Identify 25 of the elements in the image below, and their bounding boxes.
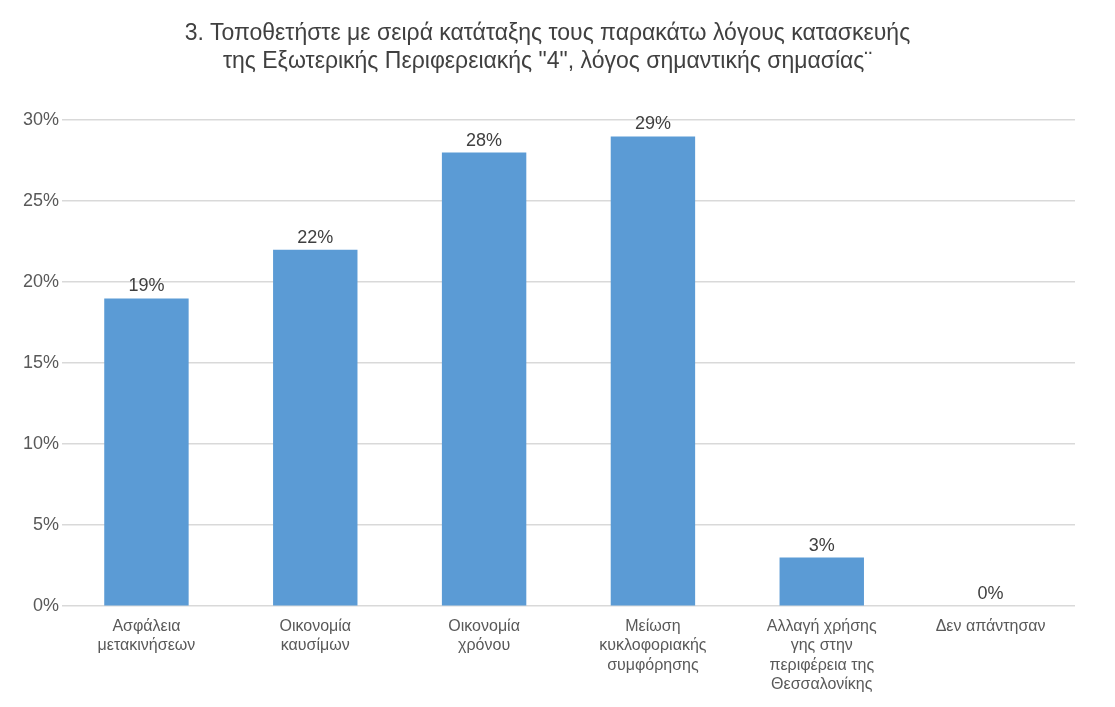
- data-label: 0%: [977, 583, 1004, 604]
- y-tick-label: 5%: [33, 514, 60, 535]
- data-label: 28%: [466, 129, 503, 150]
- y-tick-label: 30%: [23, 109, 60, 130]
- bar: [273, 249, 358, 606]
- bar: [104, 298, 189, 606]
- x-tick-label: Αλλαγή χρήσης γης στην περιφέρεια της Θεσσαλονίκης: [766, 617, 877, 692]
- data-label: 29%: [634, 113, 671, 134]
- y-tick-label: 20%: [23, 271, 60, 292]
- x-tick-label: Οικονομία καυσίμων: [279, 617, 352, 654]
- bar: [779, 557, 864, 606]
- bar: [441, 152, 527, 606]
- chart-title: 3. Τοποθετήστε με σειρά κατάταξης τους παρακάτω λόγους κατασκευής της Εξωτερικής Περιφερειακής "4", λόγος σημαντικής σημασίας¨: [184, 19, 911, 73]
- x-tick-label: Ασφάλεια μετακινήσεων: [97, 617, 196, 654]
- y-tick-label: 0%: [33, 595, 60, 616]
- x-tick-label: Δεν απάντησαν: [935, 617, 1046, 635]
- y-tick-label: 25%: [23, 190, 60, 211]
- bar: [610, 136, 696, 606]
- data-label: 3%: [808, 534, 835, 555]
- y-tick-label: 10%: [23, 433, 60, 454]
- data-label: 19%: [128, 275, 165, 296]
- x-tick-label: Οικονομία χρόνου: [448, 617, 520, 654]
- data-label: 22%: [297, 226, 334, 247]
- y-tick-label: 15%: [23, 352, 60, 373]
- x-tick-label: Μείωση κυκλοφοριακής συμφόρησης: [599, 617, 707, 673]
